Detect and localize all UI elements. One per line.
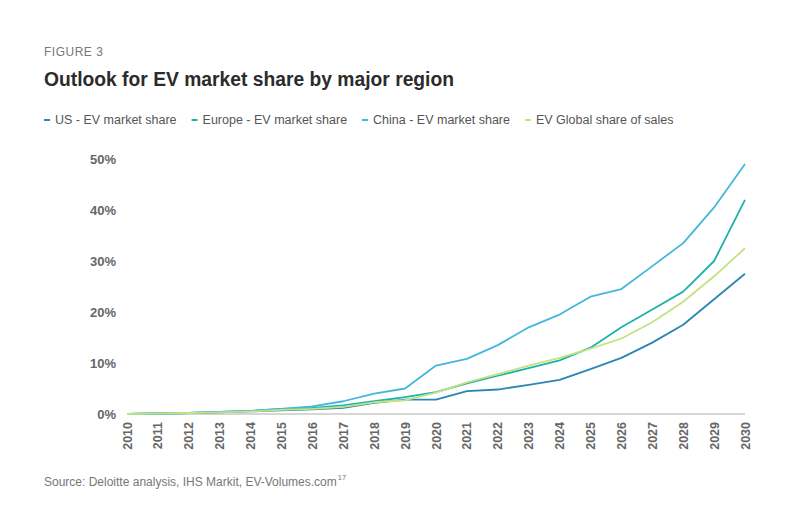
legend-item: EV Global share of sales [525,113,674,127]
x-tick-label: 2011 [151,422,165,449]
figure-label: FIGURE 3 [44,45,103,59]
y-tick-label: 0% [97,407,116,422]
y-tick-label: 30% [90,254,116,269]
series-line [127,164,745,414]
x-tick-label: 2024 [553,422,567,450]
legend-label: US - EV market share [55,113,177,127]
x-tick-label: 2012 [182,422,196,450]
x-tick-label: 2027 [646,422,660,450]
x-tick-label: 2018 [368,422,382,450]
y-tick-label: 40% [90,203,116,218]
x-tick-label: 2010 [121,422,135,450]
legend-item: Europe - EV market share [192,113,348,127]
x-tick-label: 2015 [275,422,289,450]
source: Source: Deloitte analysis, IHS Markit, E… [44,475,337,489]
legend-swatch [525,119,531,121]
y-tick-label: 10% [90,356,116,371]
y-tick-label: 50% [90,152,116,167]
x-tick-label: 2013 [213,422,227,450]
plot-area [127,164,745,414]
legend-label: China - EV market share [373,113,510,127]
legend-item: China - EV market share [362,113,510,127]
series-line [127,200,745,414]
y-tick-label: 20% [90,305,116,320]
x-tick-label: 2029 [708,422,722,450]
legend-swatch [362,119,368,121]
x-tick-label: 2023 [522,422,536,450]
x-tick-label: 2020 [430,422,444,450]
x-tick-label: 2019 [399,422,413,450]
chart: FIGURE 3 Outlook for EV market share by m… [0,0,800,532]
legend-swatch [192,119,198,121]
legend-item: US - EV market share [44,113,177,127]
x-tick-label: 2028 [677,422,691,450]
source-footnote: 17 [338,473,346,482]
x-tick-label: 2021 [460,422,474,450]
x-tick-label: 2022 [491,422,505,450]
title: Outlook for EV market share by major reg… [44,68,454,90]
x-tick-label: 2026 [615,422,629,450]
legend-label: EV Global share of sales [536,113,674,127]
x-tick-label: 2014 [244,422,258,450]
x-tick-label: 2025 [584,422,598,450]
legend-swatch [44,119,50,121]
series-line [127,248,745,414]
legend-label: Europe - EV market share [203,113,348,127]
x-tick-label: 2017 [337,422,351,450]
x-tick-label: 2016 [306,422,320,450]
x-tick-label: 2030 [739,422,753,450]
x-axis [127,413,745,415]
